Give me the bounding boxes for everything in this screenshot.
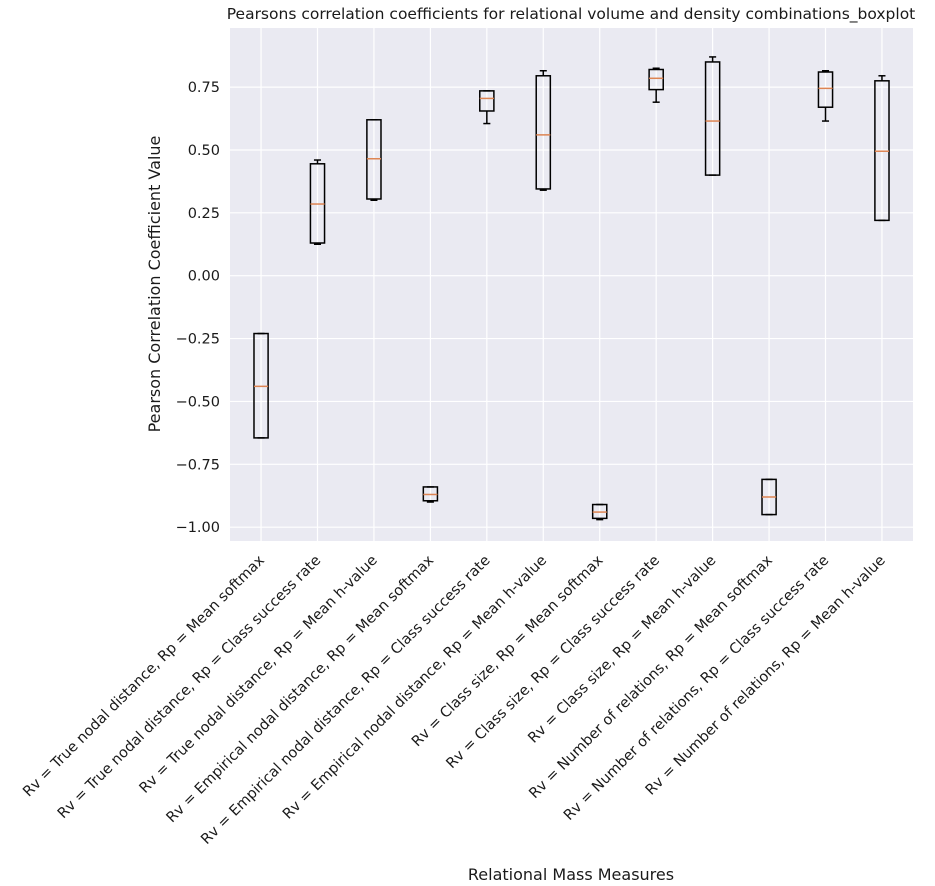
box-series [253, 56, 890, 521]
y-tick-label: −0.75 [176, 457, 220, 473]
y-gridlines [230, 86, 913, 528]
x-tick-label: Rv = Class size, Rp = Mean softmax [409, 552, 607, 750]
box-10 [761, 478, 777, 516]
y-axis-label: Pearson Correlation Coefficient Value [145, 136, 164, 433]
box-12 [874, 75, 890, 222]
x-tick-labels: Rv = True nodal distance, Rp = Mean soft… [20, 552, 889, 848]
box-7 [591, 503, 608, 521]
y-tick-labels: −1.00 −0.75 −0.50 −0.25 0.00 0.25 0.50 0.75 [176, 80, 220, 536]
box-2 [309, 159, 326, 246]
x-tick-label: Rv = True nodal distance, Rp = Class suc… [55, 552, 325, 822]
box-4 [422, 486, 439, 503]
x-axis-label: Relational Mass Measures [468, 865, 674, 884]
box-9 [704, 56, 721, 176]
box-6 [535, 70, 552, 191]
box-iqr [648, 68, 664, 91]
x-tick-label: Rv = Number of relations, Rp = Class suc… [561, 552, 832, 823]
box-8 [648, 67, 664, 103]
box-iqr [817, 71, 834, 108]
y-tick-label: 0.50 [188, 143, 220, 159]
y-tick-label: 0.25 [188, 206, 220, 222]
box-5 [479, 90, 495, 125]
box-1 [253, 332, 269, 439]
box-iqr [704, 61, 721, 176]
box-iqr [535, 75, 552, 190]
chart-title: Pearsons correlation coefficients for re… [227, 5, 916, 24]
box-iqr [479, 90, 495, 112]
y-tick-label: −1.00 [176, 520, 220, 536]
x-tick-label: Rv = Empirical nodal distance, Rp = Mean… [280, 552, 550, 822]
y-tick-label: −0.25 [176, 332, 220, 348]
plot-background [230, 28, 913, 541]
x-tick-label: Rv = Empirical nodal distance, Rp = Mean… [164, 552, 438, 826]
box-3 [366, 119, 382, 202]
y-tick-label: 0.75 [188, 80, 220, 96]
x-tick-label: Rv = Class size, Rp = Class success rate [444, 552, 663, 771]
y-tick-label: −0.50 [176, 394, 220, 410]
y-tick-label: 0.00 [188, 269, 220, 285]
box-11 [817, 70, 834, 122]
x-gridlines [260, 28, 883, 541]
